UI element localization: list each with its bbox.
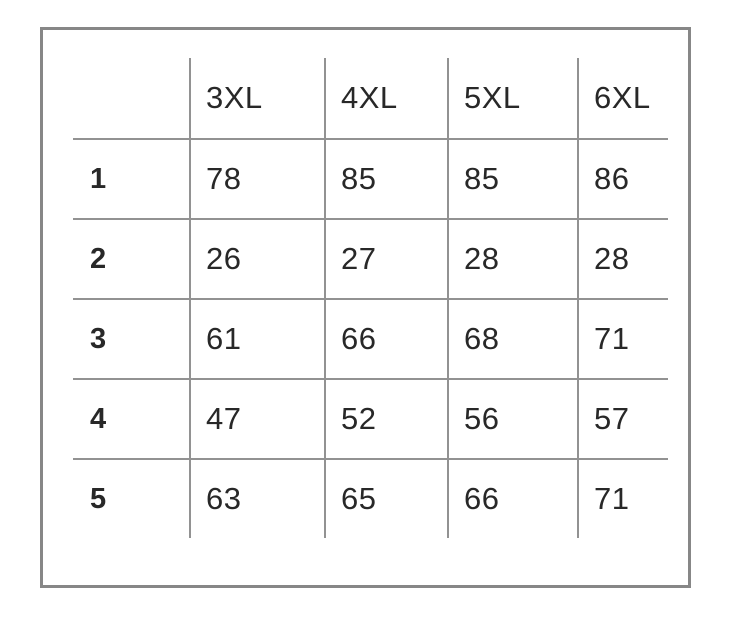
table-cell: 65 xyxy=(324,458,447,538)
table-cell: 85 xyxy=(324,138,447,218)
table-cell: 66 xyxy=(324,298,447,378)
table-cell: 27 xyxy=(324,218,447,298)
table-cell: 47 xyxy=(189,378,324,458)
table-frame: 3XL 4XL 5XL 6XL 1 78 85 85 86 2 26 27 28… xyxy=(40,27,691,588)
table-cell: 28 xyxy=(447,218,577,298)
table-cell: 26 xyxy=(189,218,324,298)
table-cell: 63 xyxy=(189,458,324,538)
table-cell: 61 xyxy=(189,298,324,378)
header-cell-6xl: 6XL xyxy=(577,58,668,138)
row-label: 1 xyxy=(73,138,189,218)
header-cell-5xl: 5XL xyxy=(447,58,577,138)
header-cell-3xl: 3XL xyxy=(189,58,324,138)
row-label: 5 xyxy=(73,458,189,538)
table-cell: 52 xyxy=(324,378,447,458)
table-cell: 57 xyxy=(577,378,668,458)
table-cell: 71 xyxy=(577,458,668,538)
row-label: 3 xyxy=(73,298,189,378)
size-table: 3XL 4XL 5XL 6XL 1 78 85 85 86 2 26 27 28… xyxy=(73,58,668,538)
table-cell: 28 xyxy=(577,218,668,298)
table-cell: 85 xyxy=(447,138,577,218)
table-cell: 56 xyxy=(447,378,577,458)
row-label: 4 xyxy=(73,378,189,458)
table-cell: 71 xyxy=(577,298,668,378)
table-cell: 68 xyxy=(447,298,577,378)
table-cell: 66 xyxy=(447,458,577,538)
table-cell: 78 xyxy=(189,138,324,218)
header-cell-4xl: 4XL xyxy=(324,58,447,138)
corner-cell xyxy=(73,58,189,138)
table-cell: 86 xyxy=(577,138,668,218)
row-label: 2 xyxy=(73,218,189,298)
